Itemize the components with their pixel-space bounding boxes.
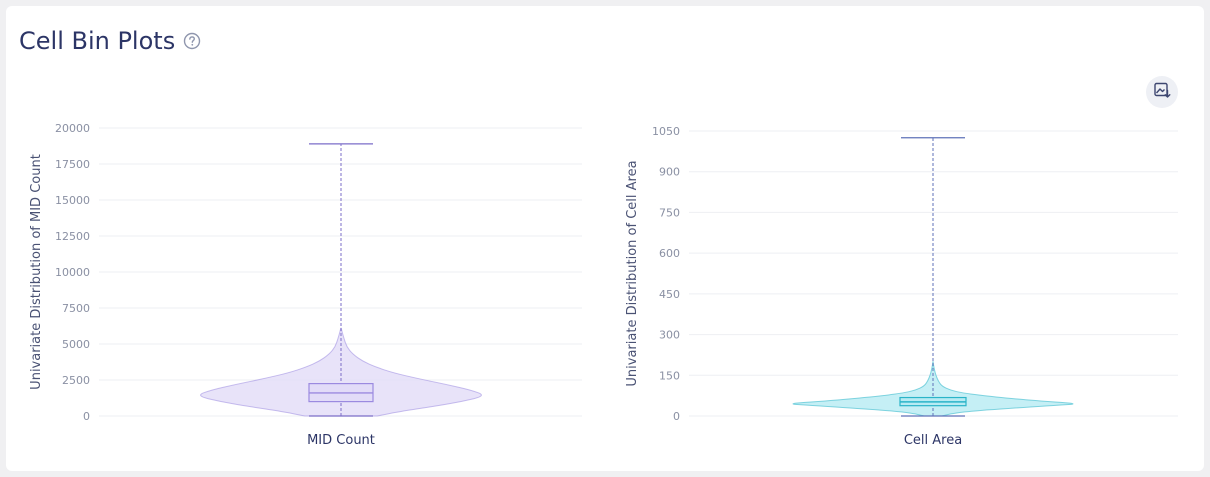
y-tick-label: 150 (659, 369, 680, 382)
image-download-icon (1153, 81, 1171, 103)
y-tick-label: 17500 (55, 158, 90, 171)
y-tick-label: 7500 (62, 302, 90, 315)
y-tick-label: 600 (659, 247, 680, 260)
y-tick-label: 2500 (62, 374, 90, 387)
export-image-button[interactable] (1146, 76, 1178, 108)
y-tick-label: 0 (673, 410, 680, 423)
title-row: Cell Bin Plots (19, 27, 201, 55)
y-tick-label: 750 (659, 206, 680, 219)
page-title: Cell Bin Plots (19, 27, 176, 55)
x-category-label: MID Count (307, 433, 375, 448)
violin-chart-2: 0 150 300 450 600 750 900 1050 Univariate Distri… (625, 125, 1178, 448)
x-category-label: Cell Area (904, 433, 962, 448)
y-tick-label: 0 (83, 410, 90, 423)
violin-body (200, 327, 482, 417)
y-tick-label: 15000 (55, 194, 90, 207)
y-tick-label: 450 (659, 288, 680, 301)
y-axis-title: Univariate Distribution of Cell Area (625, 160, 640, 386)
y-tick-label: 300 (659, 329, 680, 342)
y-tick-label: 12500 (55, 230, 90, 243)
question-circle-icon[interactable] (183, 32, 201, 50)
y-tick-label: 5000 (62, 338, 90, 351)
y-tick-label: 20000 (55, 122, 90, 135)
y-tick-label: 10000 (55, 266, 90, 279)
y-tick-label: 900 (659, 166, 680, 179)
y-tick-label: 1050 (652, 125, 680, 138)
violin-chart-1: 0 2500 5000 7500 10000 12500 15000 17500 20000 Un… (29, 122, 582, 448)
y-axis-title: Univariate Distribution of MID Count (29, 154, 44, 390)
